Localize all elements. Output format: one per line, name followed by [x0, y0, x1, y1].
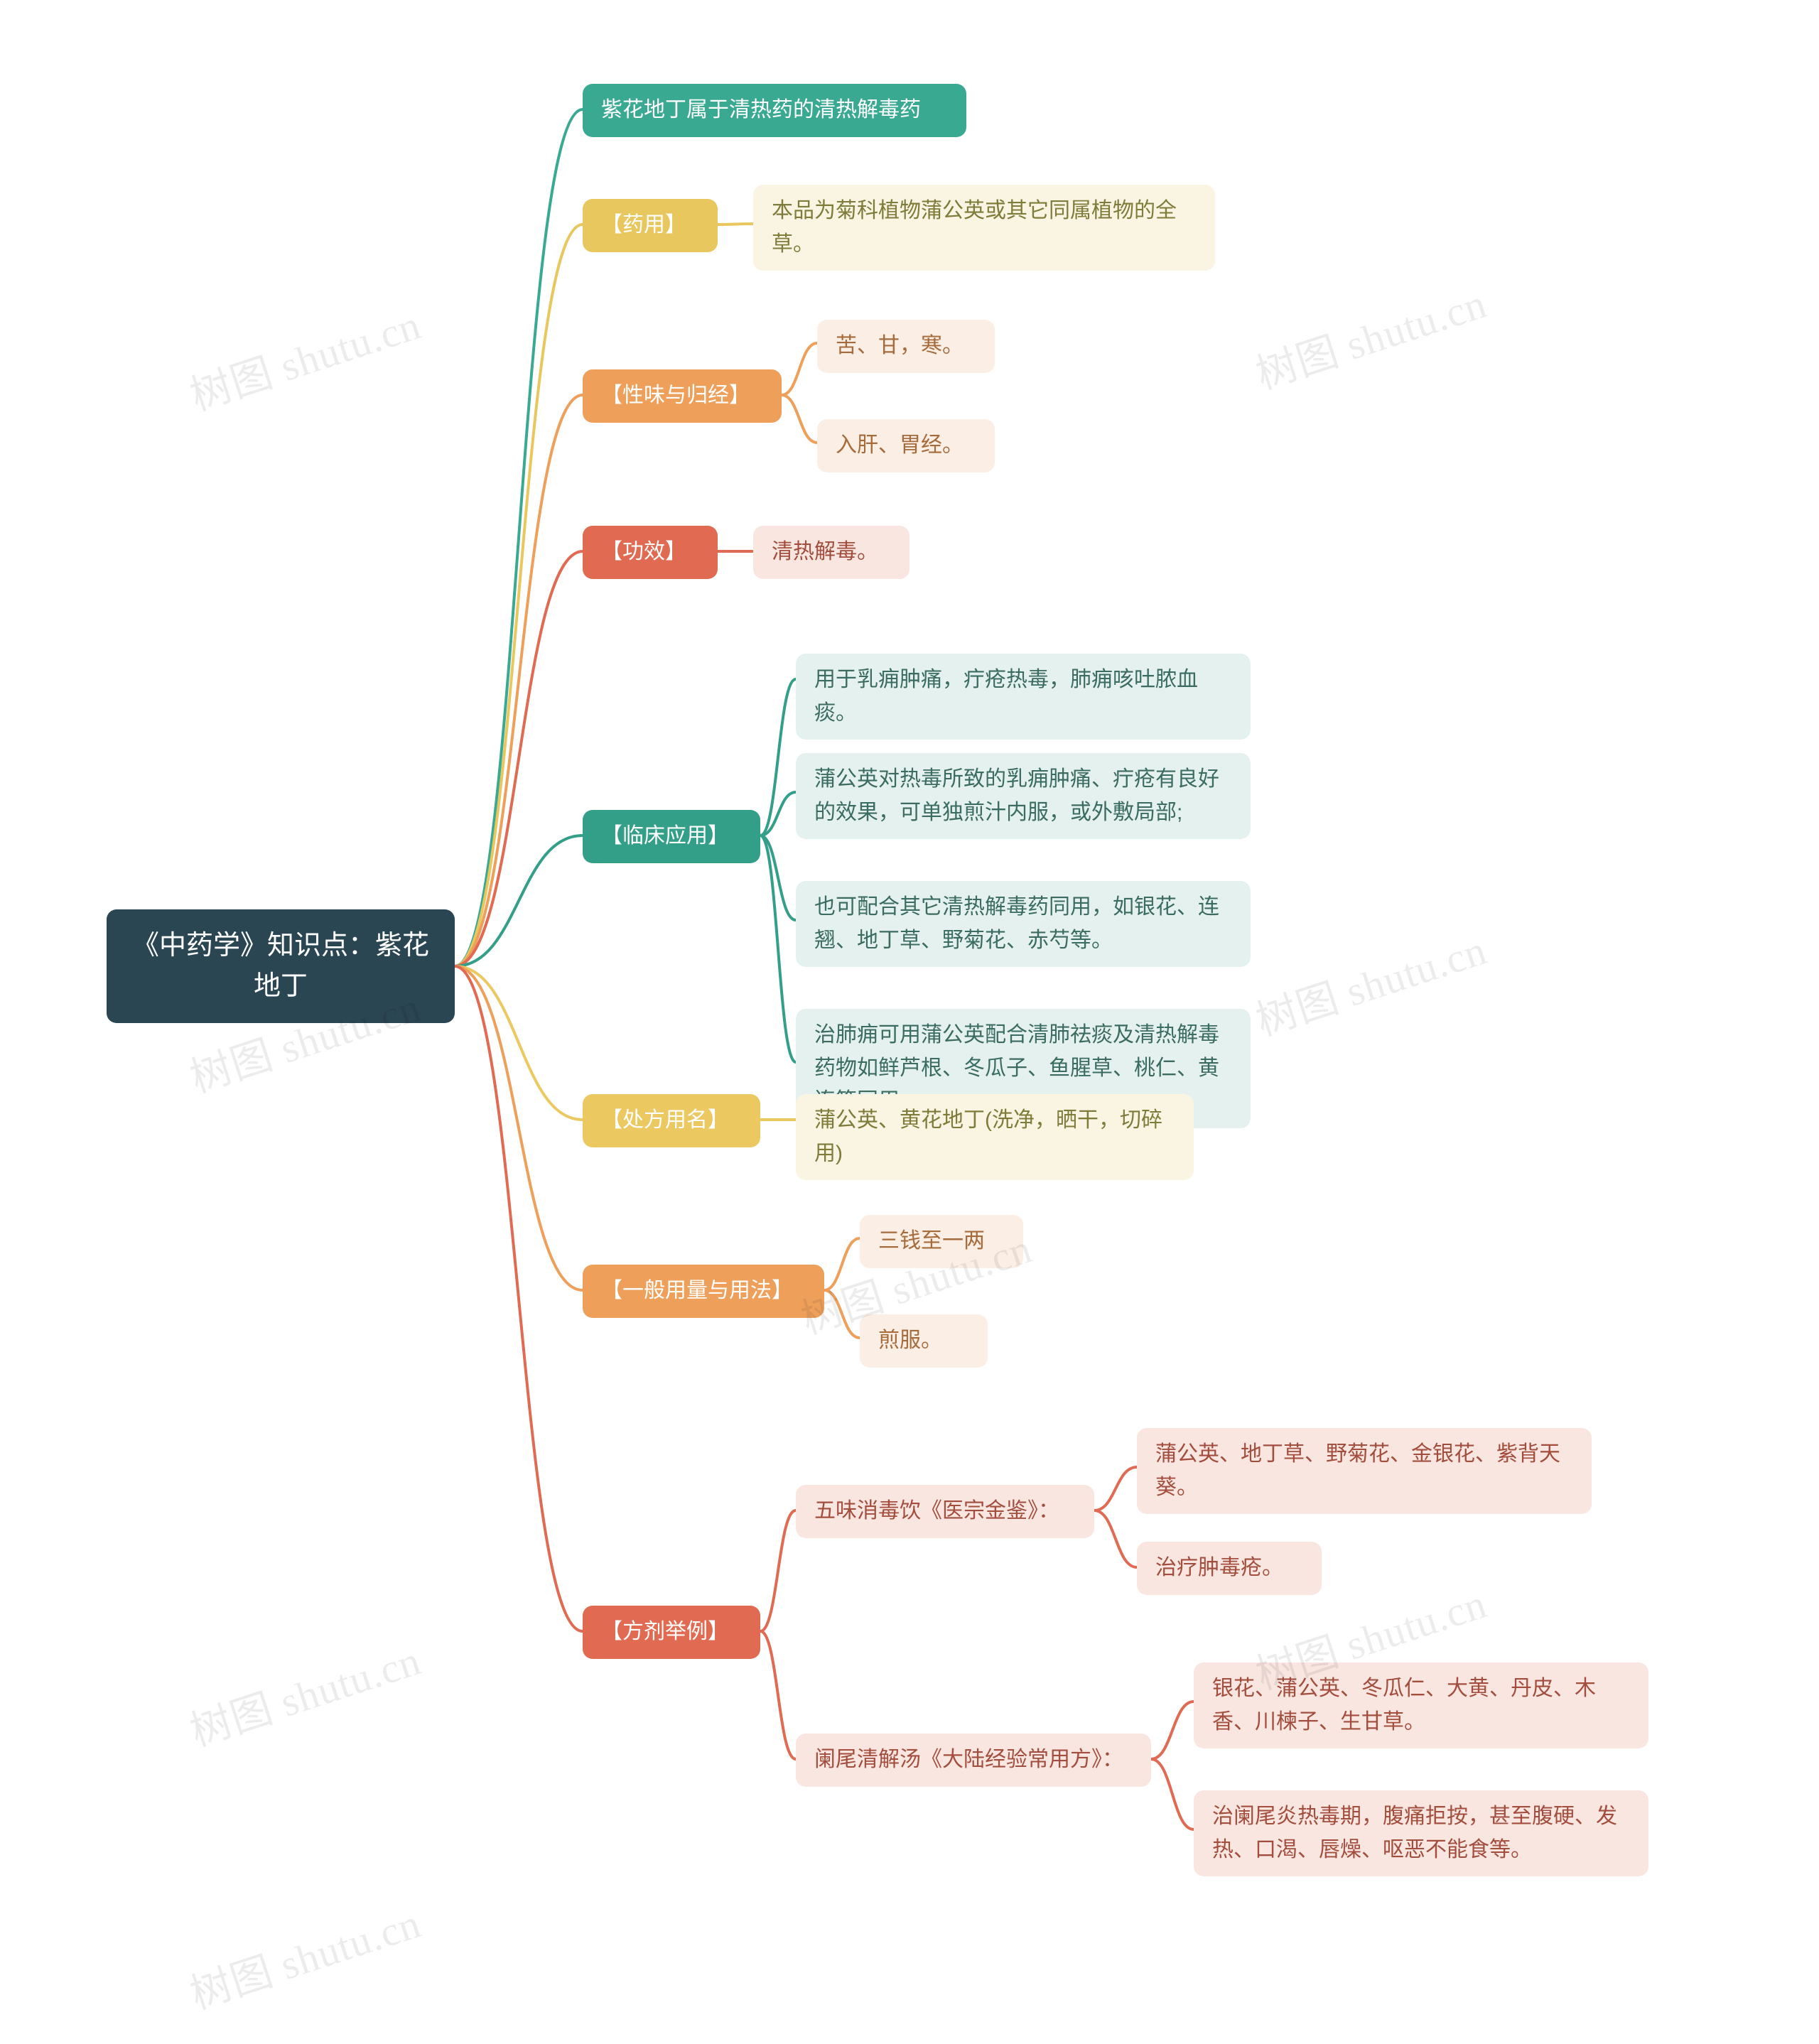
leaf-b3-0: 苦、甘，寒。	[817, 320, 995, 373]
leaf-b5-0: 用于乳痈肿痛，疔疮热毒，肺痈咳吐脓血痰。	[796, 654, 1251, 740]
leaf-b8-1-0: 银花、蒲公英、冬瓜仁、大黄、丹皮、木香、川楝子、生甘草。	[1194, 1662, 1648, 1748]
leaf-b6-0: 蒲公英、黄花地丁(洗净，晒干，切碎用)	[796, 1094, 1194, 1180]
mindmap-canvas: 《中药学》知识点：紫花 地丁 紫花地丁属于清热药的清热解毒药【药用】本品为菊科植…	[0, 0, 1819, 2044]
branch-b2: 【药用】	[583, 199, 718, 252]
watermark: 树图 shutu.cn	[181, 1890, 427, 2021]
branch-b7: 【一般用量与用法】	[583, 1265, 824, 1318]
root-line1: 《中药学》知识点：紫花	[132, 926, 429, 966]
watermark: 树图 shutu.cn	[1247, 270, 1493, 401]
branch-b1: 紫花地丁属于清热药的清热解毒药	[583, 84, 966, 137]
branch-b3: 【性味与归经】	[583, 369, 782, 423]
leaf-b8-1-1: 治阑尾炎热毒期，腹痛拒按，甚至腹硬、发热、口渴、唇燥、呕恶不能食等。	[1194, 1790, 1648, 1876]
watermark: 树图 shutu.cn	[1247, 916, 1493, 1047]
leaf-b3-1: 入肝、胃经。	[817, 419, 995, 472]
root-node: 《中药学》知识点：紫花 地丁	[107, 909, 455, 1023]
leaf-b7-0: 三钱至一两	[860, 1215, 1023, 1268]
branch-b8: 【方剂举例】	[583, 1606, 760, 1659]
watermark: 树图 shutu.cn	[181, 291, 427, 422]
leaf-b8-0-0: 蒲公英、地丁草、野菊花、金银花、紫背天葵。	[1137, 1428, 1592, 1514]
leaf-b5-2: 也可配合其它清热解毒药同用，如银花、连翘、地丁草、野菊花、赤芍等。	[796, 881, 1251, 967]
leaf-b8-0: 五味消毒饮《医宗金鉴》：	[796, 1485, 1094, 1538]
leaf-b8-1: 阑尾清解汤《大陆经验常用方》：	[796, 1734, 1151, 1787]
leaf-b5-1: 蒲公英对热毒所致的乳痈肿痛、疔疮有良好的效果，可单独煎汁内服，或外敷局部;	[796, 753, 1251, 839]
root-line2: 地丁	[254, 966, 308, 1007]
leaf-b2-0: 本品为菊科植物蒲公英或其它同属植物的全草。	[753, 185, 1215, 271]
branch-b4: 【功效】	[583, 526, 718, 579]
branch-b6: 【处方用名】	[583, 1094, 760, 1147]
leaf-b7-1: 煎服。	[860, 1314, 988, 1368]
watermark: 树图 shutu.cn	[181, 1627, 427, 1758]
branch-b5: 【临床应用】	[583, 810, 760, 863]
leaf-b8-0-1: 治疗肿毒疮。	[1137, 1542, 1322, 1595]
leaf-b4-0: 清热解毒。	[753, 526, 910, 579]
